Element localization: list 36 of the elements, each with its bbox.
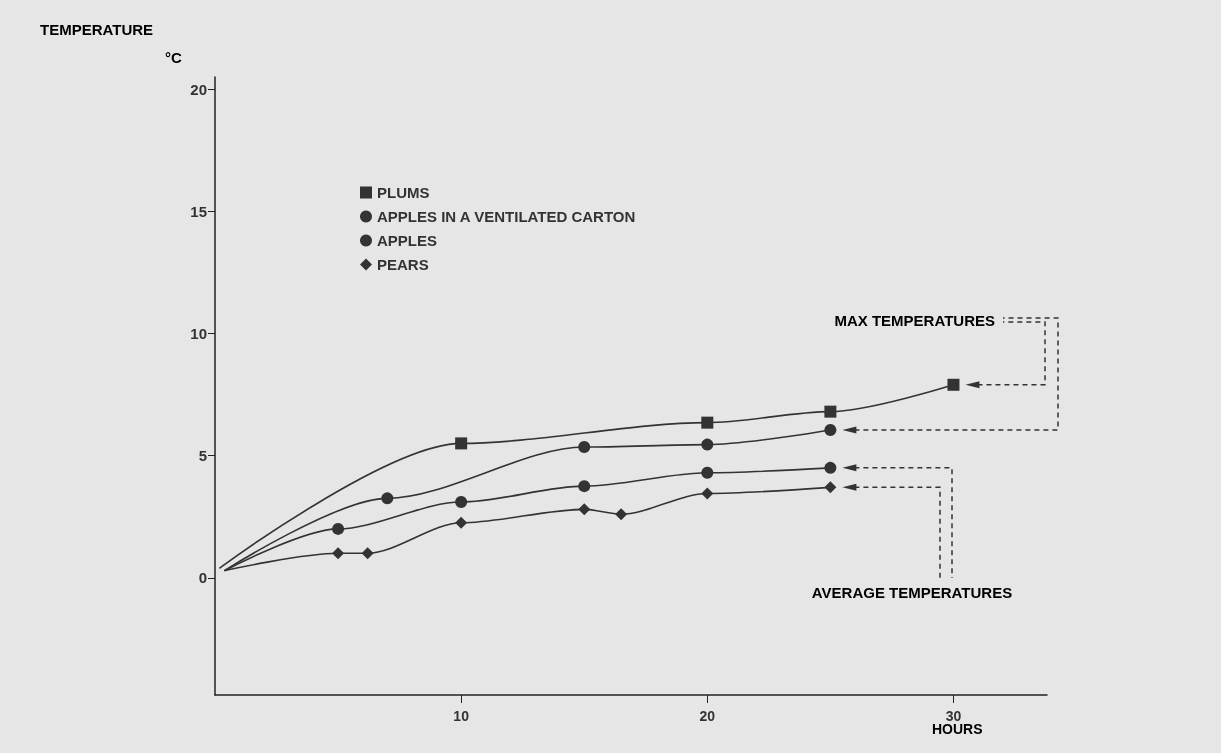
point: [455, 496, 468, 509]
point: [332, 522, 345, 535]
point: [361, 547, 374, 560]
point: [701, 466, 714, 479]
y-tick-label: 15: [190, 202, 207, 220]
point: [455, 437, 468, 450]
x-tick-label: 10: [453, 708, 470, 724]
point: [701, 416, 714, 429]
y-tick-label: 0: [198, 569, 207, 587]
point: [947, 378, 960, 391]
point: [701, 438, 714, 451]
point: [824, 405, 837, 418]
point: [578, 480, 591, 493]
annotation: AVERAGE TEMPERATURES: [811, 583, 1013, 601]
point: [455, 516, 468, 529]
legend-label: PLUMS: [377, 184, 430, 201]
legend-label: APPLES: [377, 232, 438, 249]
y-tick-label: 20: [190, 80, 207, 98]
annotation: MAX TEMPERATURES: [834, 311, 995, 329]
legend-label: APPLES IN A VENTILATED CARTON: [377, 208, 636, 225]
point: [381, 492, 394, 505]
y-tick-label: 5: [198, 447, 207, 465]
legend-label: PEARS: [377, 256, 429, 273]
point: [578, 503, 591, 516]
point: [615, 508, 628, 521]
point: [824, 423, 837, 436]
x-axis-title: HOURS: [932, 721, 983, 737]
point: [824, 461, 837, 474]
point: [578, 441, 591, 454]
y-tick-label: 10: [190, 324, 207, 342]
x-tick-label: 30: [945, 708, 962, 724]
point: [701, 487, 714, 500]
x-tick-label: 20: [699, 708, 716, 724]
y-axis-title: TEMPERATURE °C: [40, 21, 182, 66]
point: [332, 547, 345, 560]
point: [824, 481, 837, 494]
